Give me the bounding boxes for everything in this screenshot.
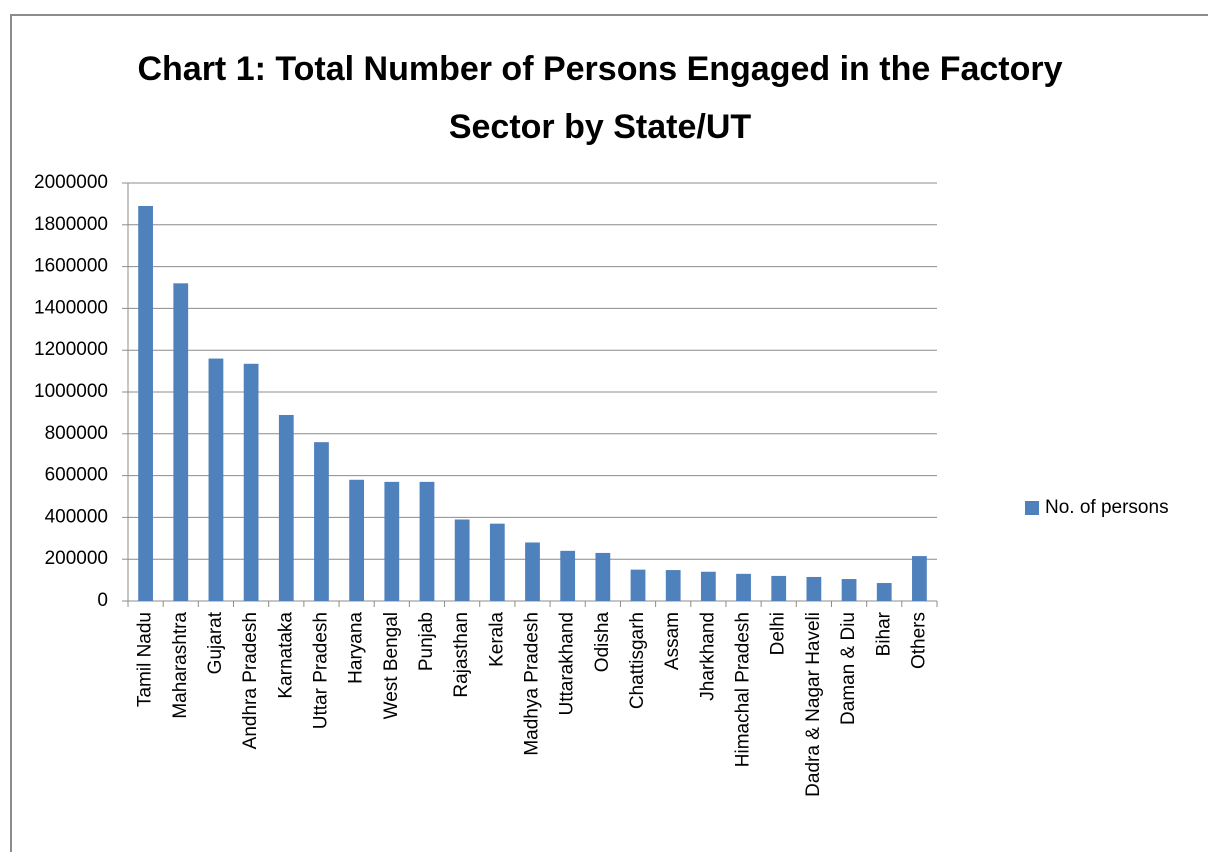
y-tick-label: 1200000 — [34, 339, 108, 360]
y-tick-label: 2000000 — [34, 172, 108, 193]
bar — [384, 481, 400, 601]
bar — [841, 579, 857, 601]
bar — [630, 569, 646, 601]
x-tick-label: Andhra Pradesh — [240, 612, 261, 749]
x-tick-label: Others — [908, 612, 929, 669]
y-tick-label: 200000 — [45, 548, 108, 569]
x-tick-label: West Bengal — [381, 612, 402, 719]
bar — [173, 283, 189, 601]
bar — [806, 576, 822, 601]
x-tick-label: Haryana — [346, 612, 367, 684]
y-tick-label: 1800000 — [34, 214, 108, 235]
bar — [525, 542, 540, 601]
bar — [243, 363, 259, 601]
bar — [419, 481, 435, 601]
bar — [876, 583, 892, 601]
x-tick-label: Bihar — [873, 611, 894, 656]
x-tick-label: Himachal Pradesh — [733, 612, 754, 767]
bar — [314, 442, 329, 601]
bar — [771, 575, 787, 601]
x-tick-label: Delhi — [768, 612, 789, 655]
x-tick-label: Rajasthan — [451, 612, 472, 698]
legend-swatch — [1025, 501, 1039, 515]
bar — [349, 479, 365, 601]
x-tick-label: Jharkhand — [697, 612, 718, 701]
x-tick-label: Assam — [662, 612, 683, 670]
x-tick-label: Gujarat — [205, 611, 226, 674]
x-tick-label: Madhya Pradesh — [522, 612, 543, 756]
chart-frame — [10, 14, 1208, 852]
chart-title: Chart 1: Total Number of Persons Engaged… — [137, 50, 1063, 146]
bar — [595, 552, 611, 601]
x-tick-label: Karnataka — [275, 612, 296, 699]
bar — [912, 556, 927, 601]
bar — [278, 414, 294, 601]
bar — [736, 573, 751, 601]
x-tick-label: Punjab — [416, 612, 437, 671]
bar — [489, 523, 505, 601]
bar — [665, 570, 681, 601]
bar — [208, 358, 224, 601]
x-tick-label: Tamil Nadu — [135, 612, 156, 707]
x-tick-label: Uttar Pradesh — [310, 612, 331, 729]
y-tick-label: 400000 — [45, 506, 108, 527]
x-tick-label: Uttarakhand — [557, 612, 578, 716]
bar — [560, 550, 576, 601]
x-tick-label: Dadra & Nagar Haveli — [803, 612, 824, 797]
bar — [700, 571, 716, 601]
y-tick-label: 0 — [97, 590, 108, 611]
y-tick-label: 600000 — [45, 465, 108, 486]
legend-label: No. of persons — [1045, 497, 1169, 518]
bar — [138, 205, 153, 602]
x-tick-label: Maharashtra — [170, 612, 191, 719]
y-tick-label: 1600000 — [34, 256, 108, 277]
x-tick-label: Kerala — [486, 612, 507, 667]
x-tick-label: Odisha — [592, 612, 613, 673]
y-tick-label: 1000000 — [34, 381, 108, 402]
x-tick-label: Chattisgarh — [627, 612, 648, 709]
y-tick-label: 1400000 — [34, 297, 108, 318]
y-tick-label: 800000 — [45, 423, 108, 444]
bar — [454, 519, 470, 601]
x-tick-label: Daman & Diu — [838, 612, 859, 725]
